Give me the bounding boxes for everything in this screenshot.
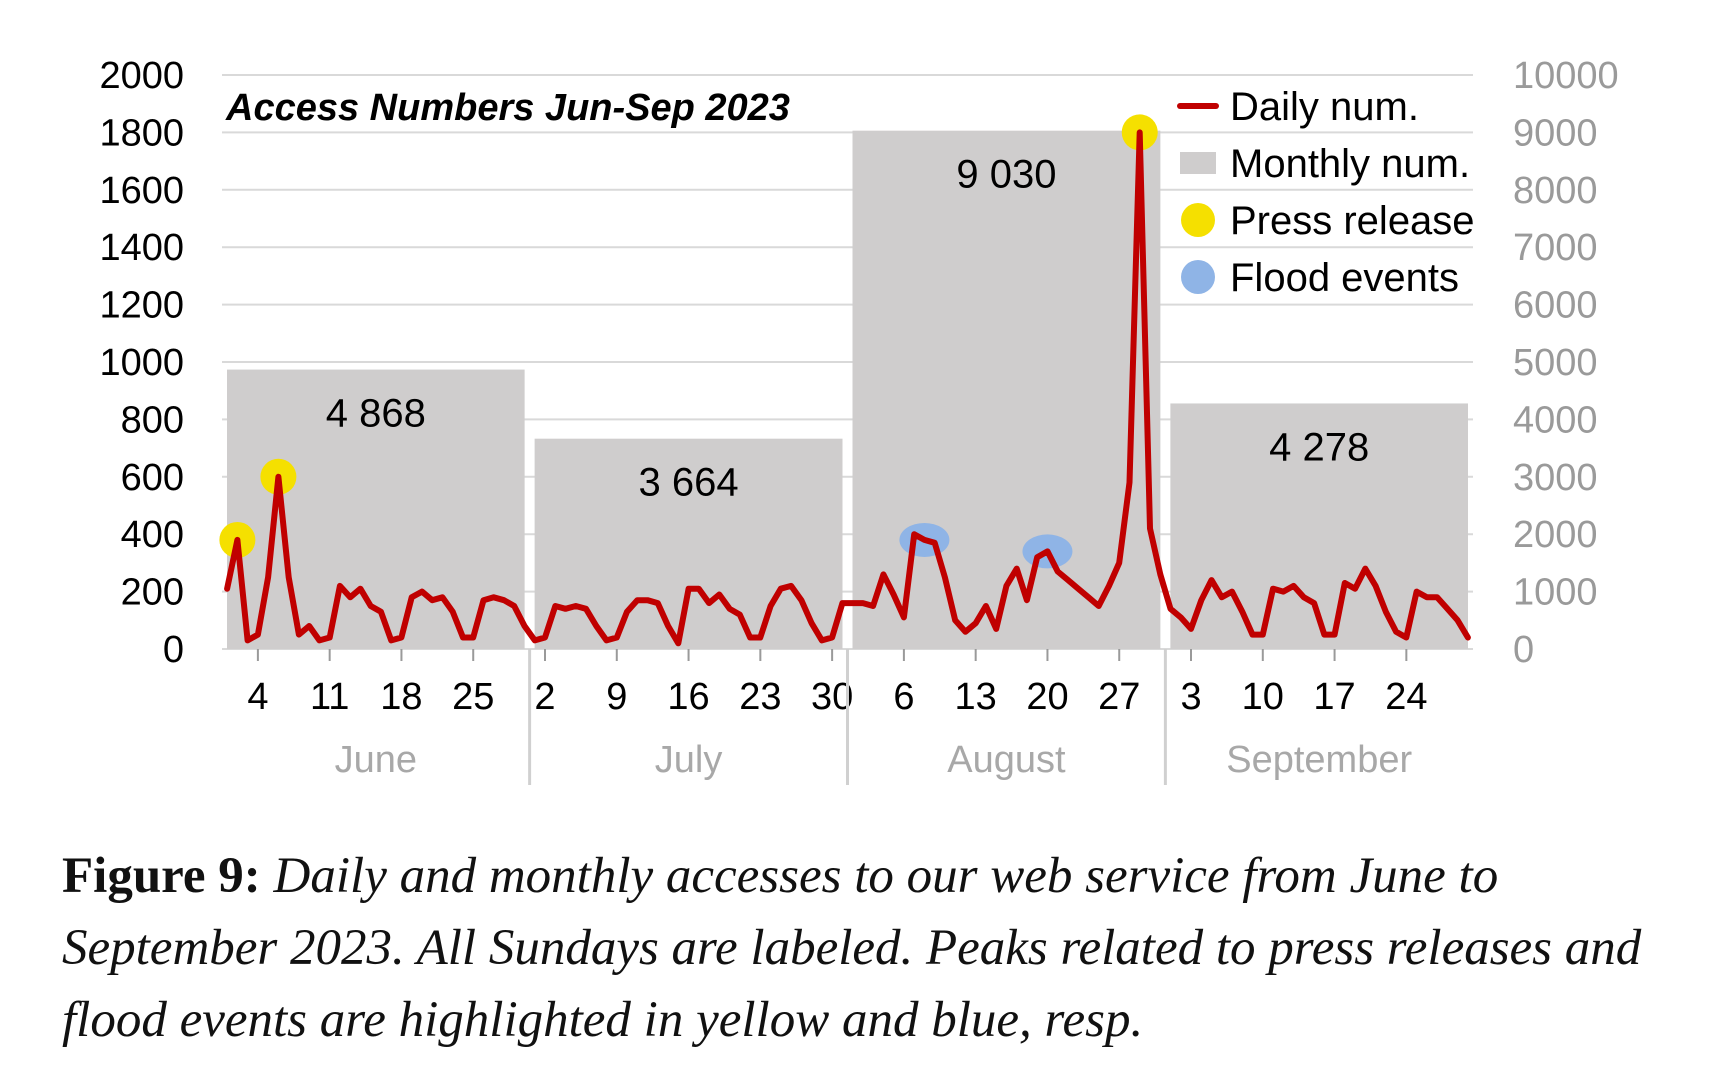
right-tick-2000: 2000 (1513, 514, 1598, 556)
x-tick-label-95: 3 (1180, 676, 1201, 718)
right-tick-4000: 4000 (1513, 399, 1598, 441)
daily-series (224, 129, 1471, 647)
bar-label-june: 4 868 (326, 392, 426, 436)
monthly-bars (227, 130, 1468, 650)
left-tick-200: 200 (121, 572, 184, 614)
legend-label-daily-num: Daily num. (1230, 85, 1419, 129)
monthly-bar-labels: 4 868 3 664 9 030 4 278 (326, 153, 1369, 505)
x-tick-label-32: 2 (534, 676, 555, 718)
month-label-july: July (655, 739, 723, 781)
figure-caption: Figure 9: Daily and monthly accesses to … (62, 840, 1662, 1056)
legend-swatch-press-release (1181, 203, 1215, 237)
right-tick-6000: 6000 (1513, 285, 1598, 327)
right-tick-1000: 1000 (1513, 572, 1598, 614)
chart-title: Access Numbers Jun-Sep 2023 (225, 87, 790, 129)
month-label-june: June (335, 739, 417, 781)
left-tick-1200: 1200 (99, 285, 184, 327)
left-tick-1600: 1600 (99, 170, 184, 212)
legend-swatch-monthly-num (1180, 152, 1216, 174)
x-tick-label-25: 25 (452, 676, 494, 718)
right-tick-3000: 3000 (1513, 457, 1598, 499)
left-tick-1800: 1800 (99, 112, 184, 154)
x-tick-label-18: 18 (380, 676, 422, 718)
left-tick-800: 800 (121, 399, 184, 441)
legend-label-press-release: Press release (1230, 199, 1475, 243)
legend-label-flood-events: Flood events (1230, 256, 1459, 300)
left-y-axis: 0 200 400 600 800 1000 1200 1400 1600 1800 2000 (99, 55, 184, 671)
left-tick-2000: 2000 (99, 55, 184, 97)
x-tick-label-116: 24 (1385, 676, 1427, 718)
left-tick-600: 600 (121, 457, 184, 499)
legend-label-monthly-num: Monthly num. (1230, 142, 1470, 186)
right-tick-9000: 9000 (1513, 112, 1598, 154)
x-tick-label-109: 17 (1313, 676, 1355, 718)
x-tick-label-74: 13 (955, 676, 997, 718)
figure-caption-text: Daily and monthly accesses to our web se… (62, 848, 1642, 1048)
x-tick-label-46: 16 (667, 676, 709, 718)
x-tick-label-88: 27 (1098, 676, 1140, 718)
bar-august (852, 130, 1161, 650)
right-tick-8000: 8000 (1513, 170, 1598, 212)
legend: Daily num. Monthly num. Press release Flood… (1177, 85, 1475, 300)
left-tick-1400: 1400 (99, 227, 184, 269)
x-tick-label-67: 6 (893, 676, 914, 718)
month-label-august: August (947, 739, 1066, 781)
legend-swatch-flood-events (1181, 260, 1215, 294)
right-tick-7000: 7000 (1513, 227, 1598, 269)
month-label-september: September (1226, 739, 1412, 781)
x-tick-label-53: 23 (739, 676, 781, 718)
right-y-axis: 0 1000 2000 3000 4000 5000 6000 7000 8000 9000 100… (1513, 55, 1619, 671)
x-tick-label-39: 9 (606, 676, 627, 718)
x-tick-label-102: 10 (1242, 676, 1284, 718)
bar-september (1170, 403, 1468, 649)
right-tick-5000: 5000 (1513, 342, 1598, 384)
right-tick-0: 0 (1513, 629, 1534, 671)
daily-line (224, 129, 1471, 647)
figure-label: Figure 9: (62, 848, 261, 904)
left-tick-400: 400 (121, 514, 184, 556)
left-tick-0: 0 (163, 629, 184, 671)
bar-label-august: 9 030 (956, 153, 1056, 197)
left-tick-1000: 1000 (99, 342, 184, 384)
bar-label-september: 4 278 (1269, 425, 1369, 469)
x-tick-label-4: 4 (247, 676, 268, 718)
x-tick-label-81: 20 (1026, 676, 1068, 718)
bar-label-july: 3 664 (639, 461, 739, 505)
x-tick-label-11: 11 (310, 676, 349, 718)
right-tick-10000: 10000 (1513, 55, 1619, 97)
